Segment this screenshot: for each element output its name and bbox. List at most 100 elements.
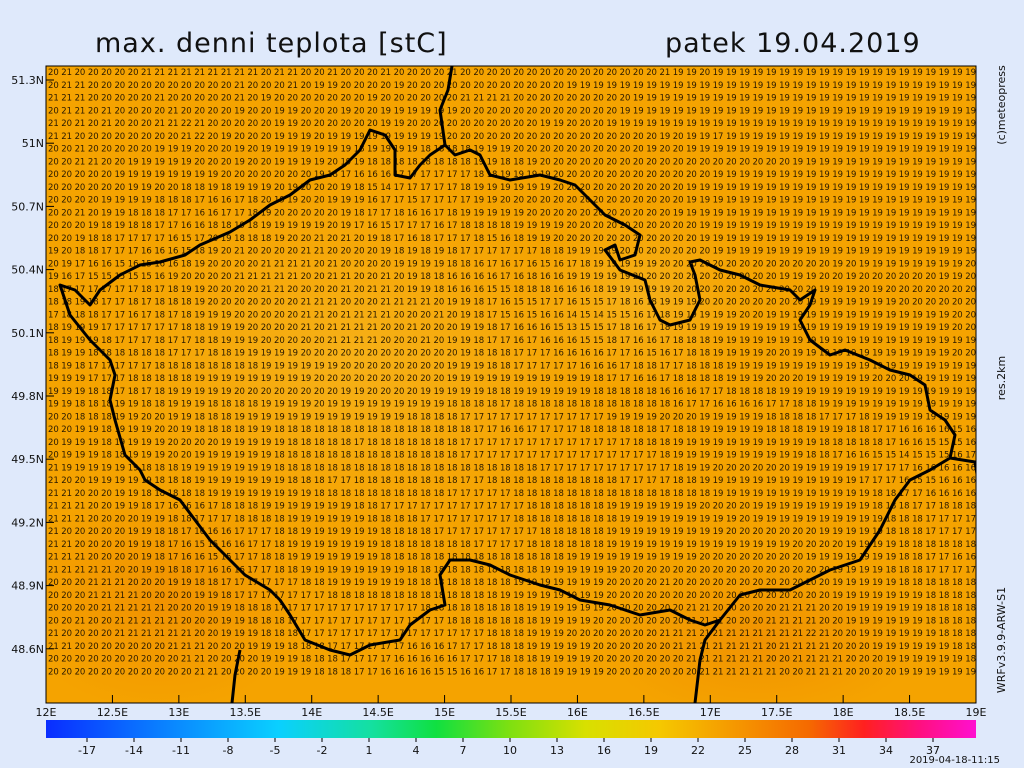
colorbar-label: 22 — [691, 744, 705, 757]
shade — [46, 490, 310, 703]
shade — [600, 560, 920, 703]
map-area: 20 21 20 20 20 20 20 21 21 21 21 21 21 2… — [46, 66, 976, 703]
grid-row: 18 19 18 17 17 17 17 17 18 18 18 18 18 1… — [48, 361, 976, 371]
grid-row: 21 21 21 20 20 20 20 19 18 17 16 16 15 1… — [48, 553, 976, 563]
shade — [520, 210, 760, 390]
lat-label: 49.2N — [11, 516, 44, 529]
grid-row: 20 20 19 19 18 19 19 19 20 20 19 18 18 1… — [48, 425, 976, 435]
grid-row: 20 19 17 16 16 15 16 15 16 16 18 19 20 2… — [48, 259, 976, 269]
border — [438, 66, 454, 146]
grid-row: 20 20 21 20 20 21 21 21 21 21 20 20 20 1… — [48, 616, 976, 626]
colorbar-label: 13 — [550, 744, 564, 757]
map-date: patek 19.04.2019 — [665, 28, 921, 59]
lat-label: 50.7N — [11, 200, 44, 213]
lon-label: 16E — [567, 706, 588, 719]
grid-row: 21 21 20 20 20 19 19 18 18 18 18 18 19 1… — [48, 489, 976, 499]
lon-label: 15E — [434, 706, 455, 719]
grid-row: 21 21 20 20 20 20 20 20 20 21 21 21 20 2… — [48, 642, 976, 652]
grid-row: 20 20 21 20 20 20 20 20 19 19 19 20 20 2… — [48, 145, 976, 155]
lon-label: 16.5E — [628, 706, 659, 719]
model: WRFv3.9.9-ARW-S1 — [995, 587, 1008, 693]
grid-row: 21 21 21 20 20 19 19 18 17 16 16 16 17 1… — [48, 502, 976, 512]
colorbar-label: -5 — [270, 744, 281, 757]
grid-row: 19 16 17 15 15 15 15 15 16 19 20 20 20 2… — [48, 272, 976, 282]
colorbar-label: 34 — [879, 744, 893, 757]
grid-row: 20 20 20 21 21 21 20 20 20 19 19 18 18 1… — [48, 578, 976, 588]
lon-label: 18E — [833, 706, 854, 719]
lon-label: 13E — [168, 706, 189, 719]
colorbar-ticks: -17 -14 -11 -8 -5 -2 1 4 7 10 13 16 19 22 25 28 31 34 37 — [78, 738, 940, 757]
country-border — [58, 128, 957, 657]
resolution: res.2km — [995, 356, 1008, 400]
colorbar-label: -2 — [317, 744, 328, 757]
grid-row: 19 19 19 18 18 17 18 17 18 19 19 19 19 1… — [48, 387, 976, 397]
colorbar-label: 31 — [832, 744, 846, 757]
colorbar-label: 1 — [366, 744, 373, 757]
grid-row: 20 20 20 20 20 19 19 19 19 19 19 19 19 2… — [48, 170, 976, 180]
value-grid: 20 21 20 20 20 20 20 21 21 21 21 21 21 2… — [48, 68, 976, 677]
colorbar-label: -11 — [172, 744, 190, 757]
grid-row: 20 20 20 20 20 20 20 20 20 20 21 21 20 2… — [48, 655, 976, 665]
tick-marks — [46, 79, 976, 703]
grid-row: 20 20 20 20 20 20 19 19 20 20 18 18 19 1… — [48, 183, 976, 193]
grid-row: 21 21 21 20 20 20 20 19 19 18 18 17 17 1… — [48, 514, 976, 524]
grid-row: 17 18 18 18 17 17 16 17 18 17 18 19 19 1… — [48, 310, 976, 320]
grid-row: 20 20 20 19 18 19 18 18 17 17 16 16 18 1… — [48, 221, 976, 231]
map-title: max. denni teplota [stC] — [95, 28, 448, 59]
grid-row: 21 19 19 19 19 19 19 18 18 18 19 19 19 1… — [48, 463, 976, 473]
colorbar-label: 16 — [597, 744, 611, 757]
grid-row: 19 19 19 17 17 17 18 18 18 18 18 19 19 1… — [48, 374, 976, 384]
lat-label: 48.6N — [11, 643, 44, 656]
grid-row: 18 17 17 17 17 17 17 18 17 18 19 19 20 2… — [48, 285, 976, 295]
lat-label: 51.3N — [11, 74, 44, 87]
colorbar-label: 37 — [926, 744, 940, 757]
colorbar-label: 4 — [413, 744, 420, 757]
lon-label: 14E — [301, 706, 322, 719]
grid-row: 21 20 20 19 19 19 19 19 18 18 18 19 19 1… — [48, 476, 976, 486]
grid-row: 20 20 20 20 21 21 21 21 21 20 20 20 19 1… — [48, 604, 976, 614]
grid-row: 21 21 20 20 20 20 19 19 18 17 16 15 15 1… — [48, 540, 976, 550]
lon-labels: 12E 12.5E 13E 13.5E 14E 14.5E 15E 15.5E 16E 16.5E… — [36, 706, 987, 719]
lat-label: 51N — [22, 137, 44, 150]
grid-row: 20 20 21 20 19 19 18 18 18 17 17 16 16 1… — [48, 208, 976, 218]
lon-label: 12E — [36, 706, 57, 719]
grid-row: 21 21 20 20 20 20 20 20 20 20 21 22 20 1… — [48, 132, 976, 142]
grid-row: 18 19 19 19 18 17 17 17 18 17 17 18 18 1… — [48, 336, 976, 346]
lon-label: 17E — [700, 706, 721, 719]
lat-label: 49.5N — [11, 453, 44, 466]
grid-row: 21 20 20 20 20 21 21 21 21 21 21 20 20 1… — [48, 629, 976, 639]
shade — [90, 180, 610, 540]
grid-row: 20 21 21 20 20 20 20 20 20 20 20 20 20 2… — [48, 81, 976, 91]
border — [693, 619, 722, 703]
colorbar-label: 25 — [738, 744, 752, 757]
map-frame — [45, 65, 977, 704]
grid-row: 20 20 20 20 20 20 20 20 20 20 20 21 21 2… — [48, 667, 976, 677]
colorbar-label: 19 — [644, 744, 658, 757]
grid-row: 18 19 19 18 18 18 18 18 18 17 17 17 18 1… — [48, 349, 976, 359]
grid-row: 20 19 19 19 18 19 19 19 19 20 20 20 20 1… — [48, 438, 976, 448]
grid-row: 20 20 18 18 18 19 19 20 20 19 19 18 18 1… — [48, 412, 976, 422]
grid-row: 21 20 20 20 20 20 19 19 18 18 17 16 16 1… — [48, 527, 976, 537]
border — [949, 456, 976, 478]
borders — [58, 66, 976, 703]
lat-label: 49.8N — [11, 390, 44, 403]
grid-row: 21 20 21 20 21 20 20 20 21 21 22 21 20 2… — [48, 119, 976, 129]
grid-row: 20 20 20 21 21 21 21 20 20 20 20 19 19 1… — [48, 591, 976, 601]
grid-row: 20 21 20 20 20 20 20 21 21 21 21 21 21 2… — [48, 68, 976, 78]
colorbar-label: -17 — [78, 744, 96, 757]
colorbar-label: 10 — [503, 744, 517, 757]
grid-row: 21 21 21 20 20 20 20 20 21 20 20 20 20 2… — [48, 94, 976, 104]
lat-label: 48.9N — [11, 580, 44, 593]
lon-label: 14.5E — [362, 706, 393, 719]
colorbar-label: 7 — [460, 744, 467, 757]
colorbar-label: -8 — [223, 744, 234, 757]
lon-label: 19E — [966, 706, 987, 719]
colorbar-label: 28 — [785, 744, 799, 757]
lon-label: 17.5E — [761, 706, 792, 719]
lon-label: 12.5E — [97, 706, 128, 719]
colorbar — [46, 720, 976, 738]
grid-row: 19 20 18 18 17 17 17 16 16 16 15 18 19 2… — [48, 247, 976, 257]
lon-label: 15.5E — [495, 706, 526, 719]
colorbar-label: -14 — [125, 744, 143, 757]
